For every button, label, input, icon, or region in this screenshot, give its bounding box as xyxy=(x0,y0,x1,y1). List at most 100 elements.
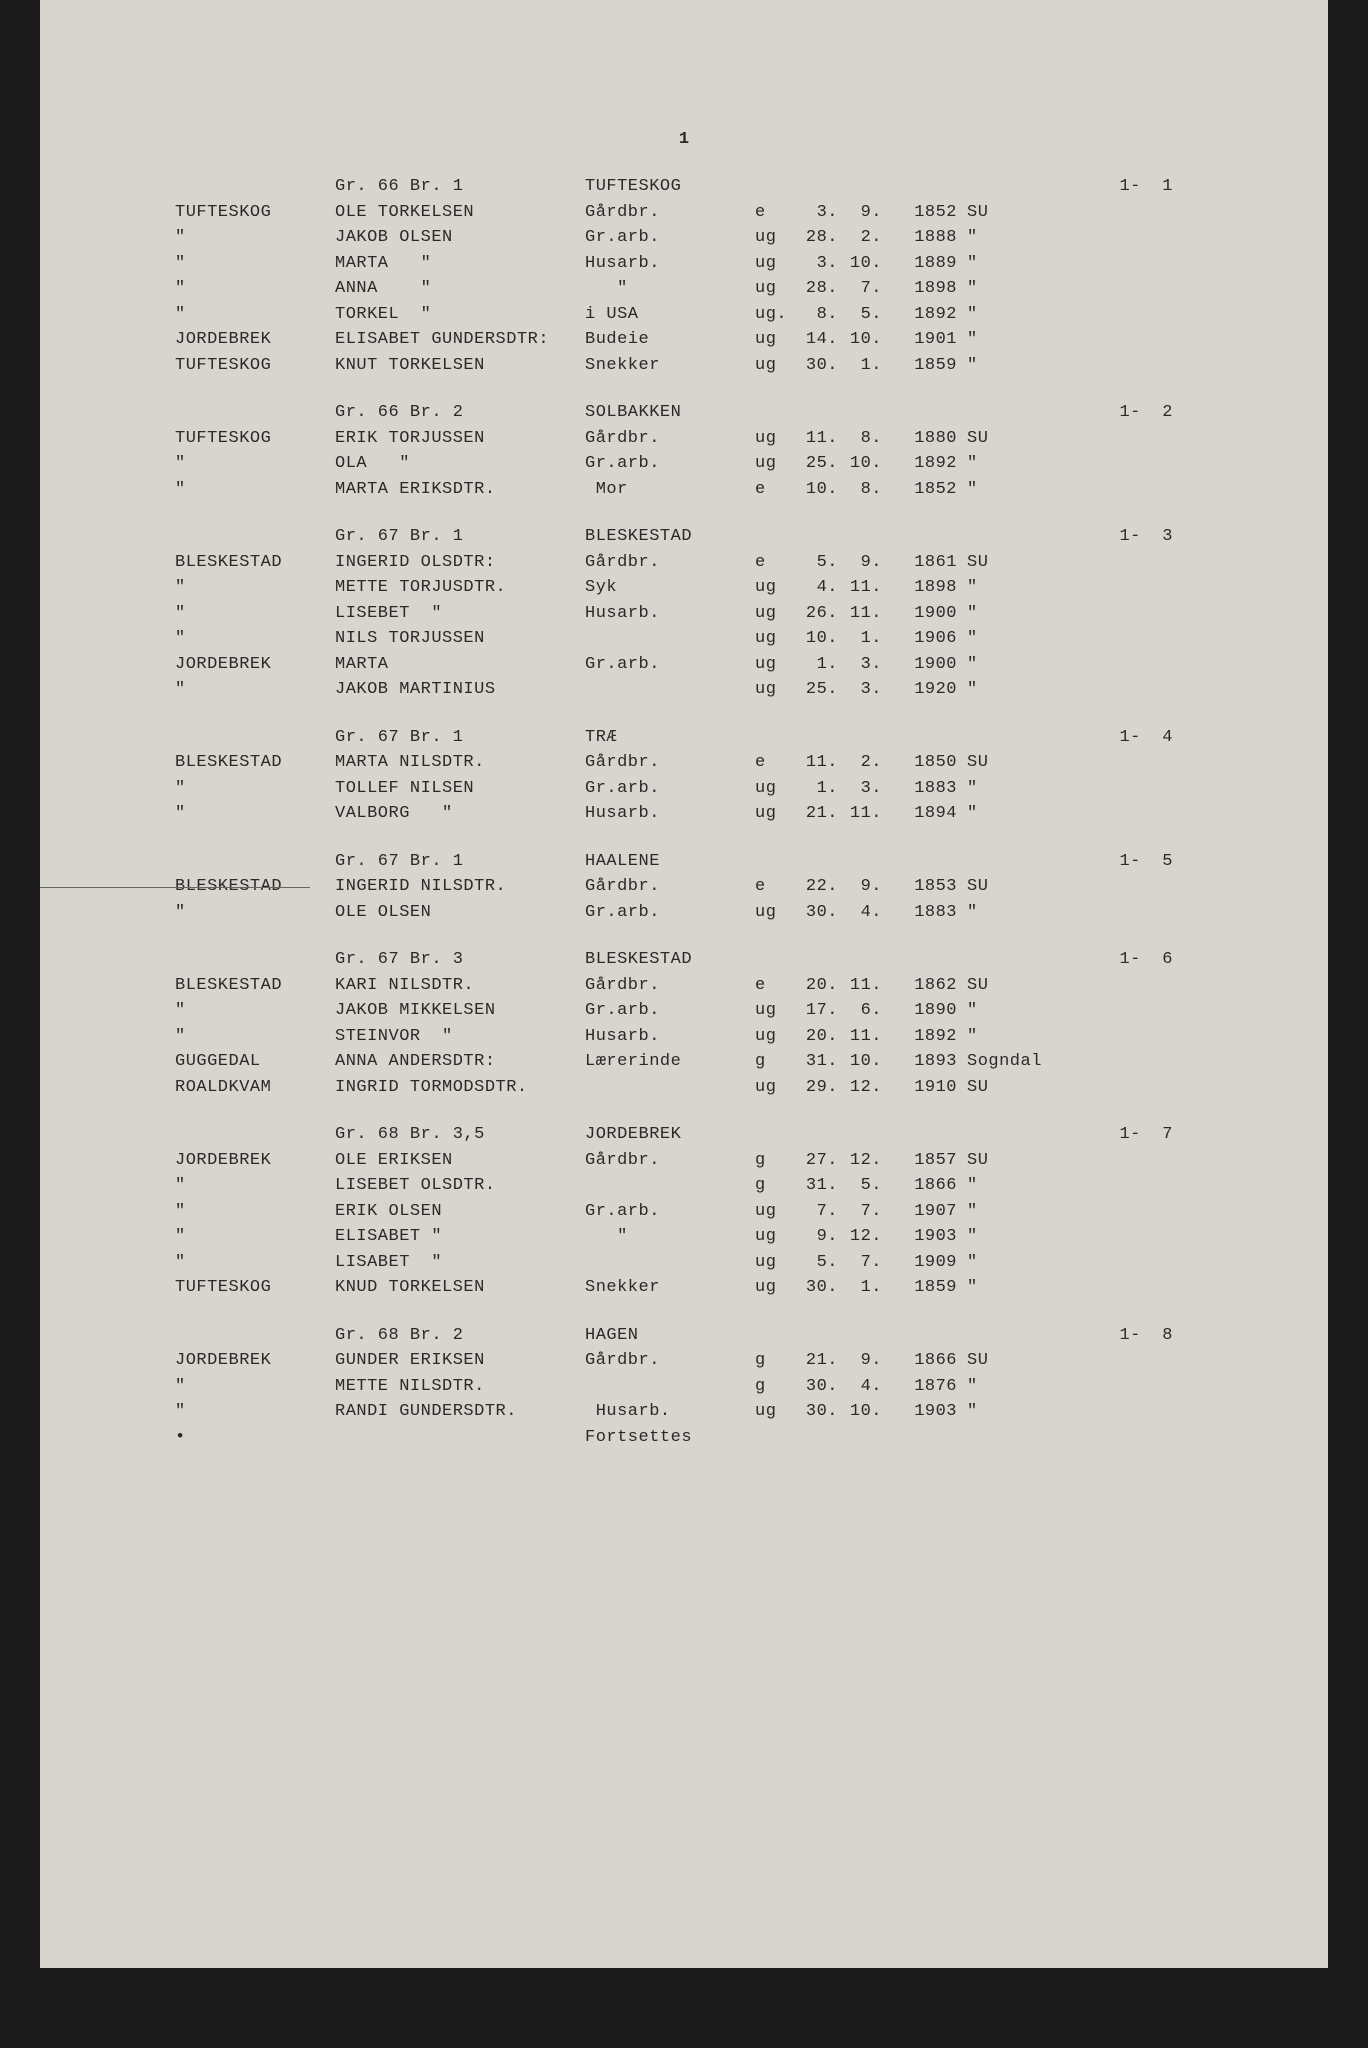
birth-day: 1. xyxy=(790,776,838,802)
marital-status: ug xyxy=(755,1250,790,1276)
place-suffix: SU xyxy=(957,200,988,226)
birth-month: 1. xyxy=(838,353,882,379)
place-suffix: SU xyxy=(957,750,988,776)
census-row: "ERIK OLSENGr.arb.ug7.7.1907" xyxy=(80,1199,1288,1225)
occupation: Gårdbr. xyxy=(585,750,755,776)
place-suffix: SU xyxy=(957,973,988,999)
person-name: ERIK TORJUSSEN xyxy=(335,426,585,452)
farm-name: JORDEBREK xyxy=(80,1348,335,1374)
occupation: Husarb. xyxy=(585,801,755,827)
place-suffix: SU xyxy=(957,426,988,452)
farm-name: " xyxy=(80,998,335,1024)
birth-day: 25. xyxy=(790,677,838,703)
birth-year: 1900 xyxy=(882,652,957,678)
place-suffix: " xyxy=(957,652,978,678)
birth-year: 1901 xyxy=(882,327,957,353)
birth-month: 7. xyxy=(838,1250,882,1276)
census-row: "LISEBET "Husarb.ug26.11.1900" xyxy=(80,601,1288,627)
group-br-label: Gr. 66 Br. 1 xyxy=(80,174,585,200)
farm-name: TUFTESKOG xyxy=(80,426,335,452)
place-suffix: " xyxy=(957,1173,978,1199)
group-br-label: Gr. 66 Br. 2 xyxy=(80,400,585,426)
person-name: OLE ERIKSEN xyxy=(335,1148,585,1174)
birth-year: 1907 xyxy=(882,1199,957,1225)
person-name: JAKOB MARTINIUS xyxy=(335,677,585,703)
occupation: Husarb. xyxy=(585,601,755,627)
census-row: "METTE NILSDTR.g30.4.1876" xyxy=(80,1374,1288,1400)
census-row: "STEINVOR "Husarb.ug20.11.1892" xyxy=(80,1024,1288,1050)
birth-day: 14. xyxy=(790,327,838,353)
marital-status: ug xyxy=(755,426,790,452)
birth-day: 22. xyxy=(790,874,838,900)
place-suffix: SU xyxy=(957,1148,988,1174)
census-row: "MARTA ERIKSDTR. More10.8.1852" xyxy=(80,477,1288,503)
place-suffix: SU xyxy=(957,874,988,900)
occupation: Mor xyxy=(585,477,755,503)
marital-status: ug xyxy=(755,353,790,379)
census-row: "MARTA "Husarb.ug3.10.1889" xyxy=(80,251,1288,277)
birth-month: 9. xyxy=(838,200,882,226)
marital-status: e xyxy=(755,973,790,999)
person-name: STEINVOR " xyxy=(335,1024,585,1050)
birth-month: 3. xyxy=(838,652,882,678)
marital-status: e xyxy=(755,200,790,226)
birth-month: 12. xyxy=(838,1075,882,1101)
marital-status: ug xyxy=(755,251,790,277)
farm-name: GUGGEDAL xyxy=(80,1049,335,1075)
farm-name: BLESKESTAD xyxy=(80,550,335,576)
section-header: Gr. 67 Br. 1HAALENE1- 5 xyxy=(80,849,1288,875)
marital-status: ug xyxy=(755,1024,790,1050)
person-name: LISEBET " xyxy=(335,601,585,627)
birth-month: 3. xyxy=(838,776,882,802)
occupation: Gårdbr. xyxy=(585,200,755,226)
birth-year: 1898 xyxy=(882,575,957,601)
marital-status: ug xyxy=(755,998,790,1024)
person-name: INGERID NILSDTR. xyxy=(335,874,585,900)
person-name: TOLLEF NILSEN xyxy=(335,776,585,802)
birth-year: 1861 xyxy=(882,550,957,576)
place-suffix: " xyxy=(957,276,978,302)
census-row: "LISABET "ug5.7.1909" xyxy=(80,1250,1288,1276)
occupation: Snekker xyxy=(585,1275,755,1301)
section-gap xyxy=(80,925,1288,947)
marital-status: e xyxy=(755,550,790,576)
person-name xyxy=(335,1425,585,1451)
marital-status: g xyxy=(755,1348,790,1374)
birth-day: 1. xyxy=(790,652,838,678)
marital-status: ug xyxy=(755,1199,790,1225)
birth-month: 7. xyxy=(838,276,882,302)
place-name: TUFTESKOG xyxy=(585,174,681,200)
census-row: TUFTESKOGERIK TORJUSSENGårdbr.ug11.8.188… xyxy=(80,426,1288,452)
marital-status: ug xyxy=(755,225,790,251)
birth-year: 1906 xyxy=(882,626,957,652)
census-row: JORDEBREKELISABET GUNDERSDTR:Budeieug14.… xyxy=(80,327,1288,353)
birth-year: 1892 xyxy=(882,451,957,477)
place-name: BLESKESTAD xyxy=(585,524,692,550)
birth-year: 1889 xyxy=(882,251,957,277)
farm-name: " xyxy=(80,575,335,601)
place-suffix: " xyxy=(957,353,978,379)
page-reference: 1- 5 xyxy=(1119,849,1173,875)
place-name: BLESKESTAD xyxy=(585,947,692,973)
birth-day: 4. xyxy=(790,575,838,601)
person-name: NILS TORJUSSEN xyxy=(335,626,585,652)
person-name: ANNA ANDERSDTR: xyxy=(335,1049,585,1075)
person-name: ERIK OLSEN xyxy=(335,1199,585,1225)
marital-status: ug xyxy=(755,626,790,652)
farm-name: " xyxy=(80,1173,335,1199)
place-suffix: " xyxy=(957,451,978,477)
birth-day: 30. xyxy=(790,900,838,926)
census-row: •Fortsettes xyxy=(80,1425,1288,1451)
birth-day: 29. xyxy=(790,1075,838,1101)
birth-year: 1909 xyxy=(882,1250,957,1276)
farm-name: • xyxy=(80,1425,335,1451)
marital-status: g xyxy=(755,1148,790,1174)
marital-status: ug xyxy=(755,276,790,302)
birth-year: 1903 xyxy=(882,1224,957,1250)
person-name: LISEBET OLSDTR. xyxy=(335,1173,585,1199)
birth-month xyxy=(838,1425,882,1451)
section-header: Gr. 68 Br. 2HAGEN1- 8 xyxy=(80,1323,1288,1349)
birth-year xyxy=(882,1425,957,1451)
birth-day: 20. xyxy=(790,973,838,999)
farm-name: " xyxy=(80,451,335,477)
